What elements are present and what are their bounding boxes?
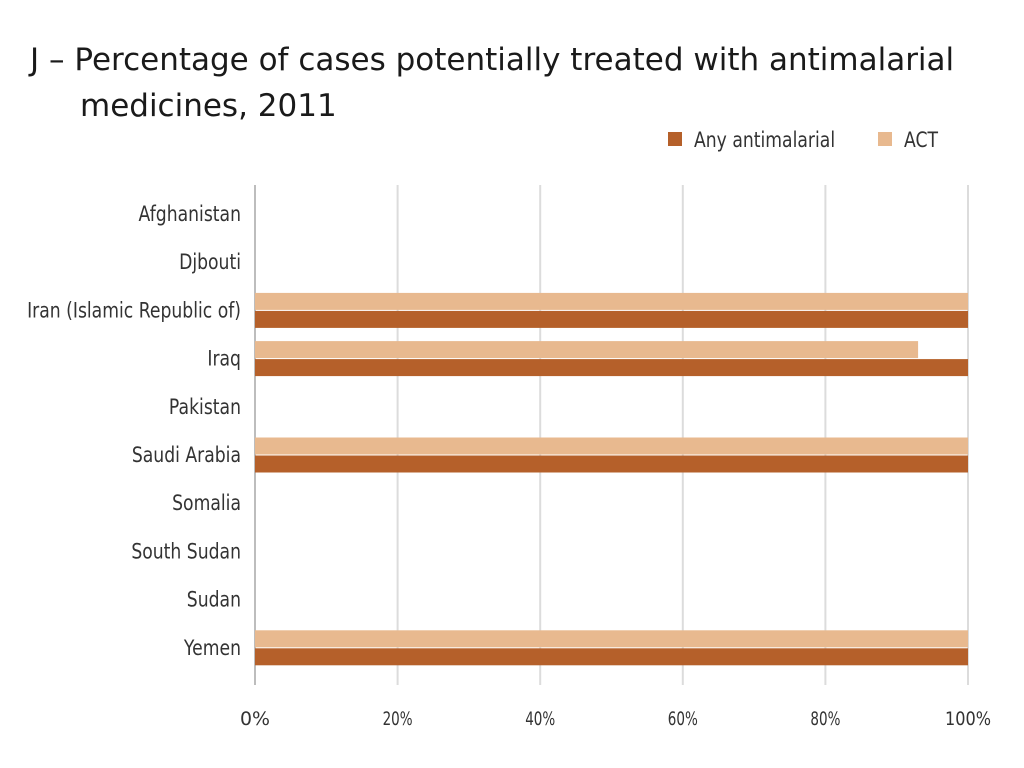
bar-any-antimalarial-9 <box>255 648 968 666</box>
bar-act-5 <box>255 437 968 455</box>
chart-title-line-2: medicines, 2011 <box>80 88 337 124</box>
category-label-5: Saudi Arabia <box>132 442 241 467</box>
x-tick-label-1: 20% <box>383 708 413 730</box>
bar-any-antimalarial-5 <box>255 455 968 473</box>
bar-act-9 <box>255 630 968 648</box>
bar-act-3 <box>255 341 919 359</box>
bar-any-antimalarial-2 <box>255 310 968 328</box>
category-label-1: Djbouti <box>179 250 241 275</box>
legend-swatch-0 <box>668 132 682 146</box>
chart-title-line-1: J – Percentage of cases potentially trea… <box>30 42 955 78</box>
category-label-2: Iran (Islamic Republic of) <box>27 298 241 323</box>
category-label-9: Yemen <box>183 635 241 660</box>
category-label-8: Sudan <box>187 587 241 612</box>
category-label-4: Pakistan <box>169 394 241 419</box>
x-tick-label-3: 60% <box>668 708 698 730</box>
legend-label-0: Any antimalarial <box>694 127 835 152</box>
legend-swatch-1 <box>878 132 892 146</box>
category-label-3: Iraq <box>207 346 241 371</box>
category-label-0: Afghanistan <box>139 201 241 226</box>
x-tick-label-2: 40% <box>525 708 555 730</box>
x-tick-label-0: 0% <box>240 708 270 730</box>
x-tick-label-4: 80% <box>810 708 840 730</box>
legend-label-1: ACT <box>904 127 938 152</box>
bar-any-antimalarial-3 <box>255 359 968 377</box>
bar-act-2 <box>255 292 968 310</box>
category-label-7: South Sudan <box>131 539 241 564</box>
x-tick-label-5: 100% <box>945 708 991 730</box>
category-label-6: Somalia <box>172 491 241 516</box>
